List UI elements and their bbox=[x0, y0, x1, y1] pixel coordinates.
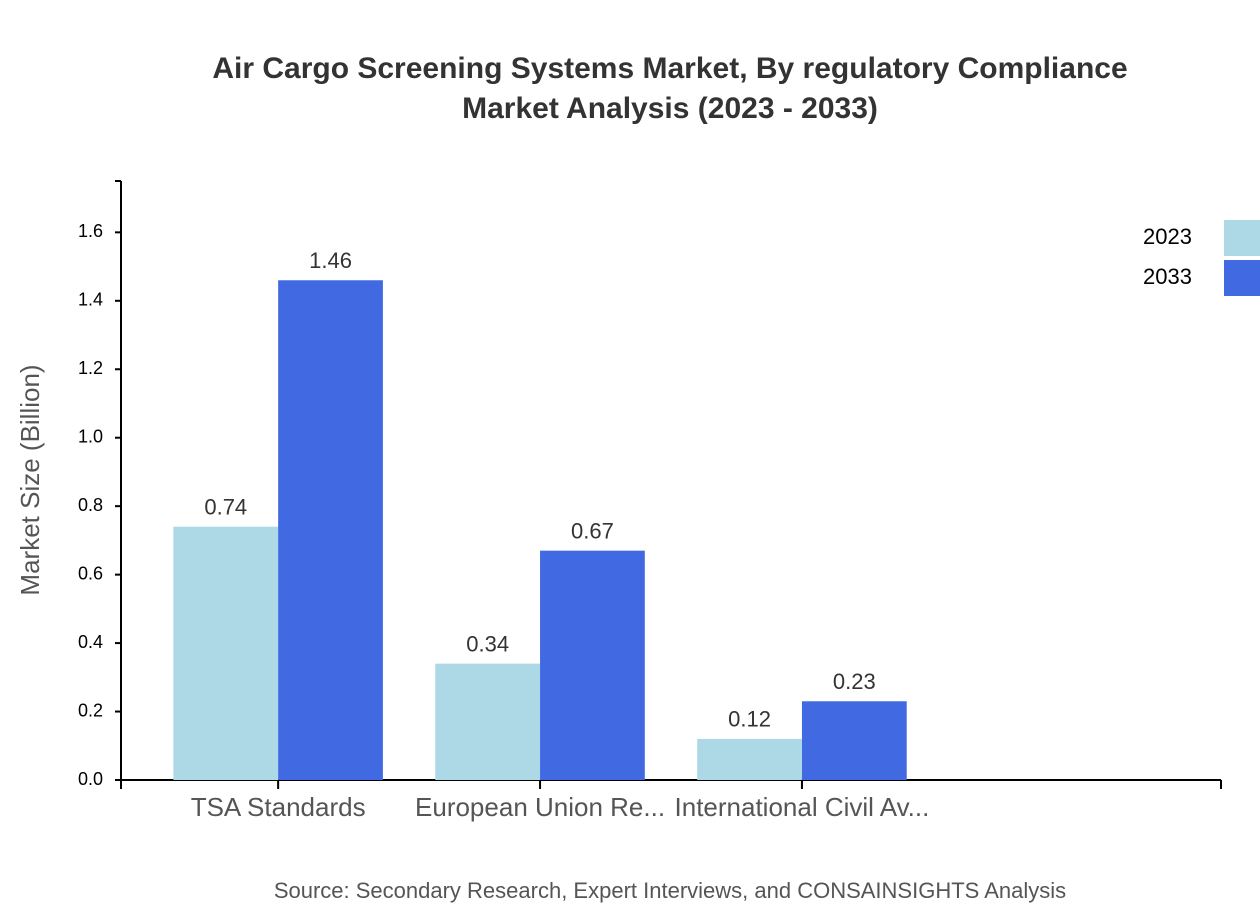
y-axis-label: Market Size (Billion) bbox=[15, 364, 45, 595]
chart-title: Air Cargo Screening Systems Market, By r… bbox=[212, 52, 1127, 85]
bar bbox=[801, 701, 907, 780]
bar bbox=[697, 738, 802, 780]
legend-label: 2033 bbox=[1143, 264, 1192, 289]
y-tick-label: 0.6 bbox=[78, 563, 103, 583]
y-tick-label: 1.2 bbox=[78, 358, 103, 378]
bar bbox=[173, 526, 279, 780]
bar bbox=[540, 550, 645, 780]
value-label: 0.67 bbox=[571, 518, 614, 543]
value-label: 0.74 bbox=[204, 495, 247, 520]
y-tick-label: 0.8 bbox=[78, 495, 103, 515]
y-tick-label: 1.6 bbox=[78, 221, 103, 241]
value-label: 0.23 bbox=[833, 669, 876, 694]
y-tick-label: 0.2 bbox=[78, 700, 103, 720]
x-tick-label: International Civil Av... bbox=[675, 792, 930, 822]
y-tick-label: 1.4 bbox=[78, 290, 103, 310]
value-label: 1.46 bbox=[309, 248, 352, 273]
x-tick-label: TSA Standards bbox=[191, 792, 366, 822]
bar bbox=[435, 663, 541, 780]
legend-swatch bbox=[1224, 220, 1260, 256]
bar bbox=[278, 280, 383, 780]
legend-label: 2023 bbox=[1143, 224, 1192, 249]
source-note: Source: Secondary Research, Expert Inter… bbox=[274, 878, 1066, 903]
chart-title: Market Analysis (2023 - 2033) bbox=[462, 92, 878, 125]
value-label: 0.34 bbox=[466, 631, 509, 656]
y-tick-label: 0.4 bbox=[78, 632, 103, 652]
legend-swatch bbox=[1224, 260, 1260, 296]
y-tick-label: 1.0 bbox=[78, 426, 103, 446]
y-tick-label: 0.0 bbox=[78, 769, 103, 789]
value-label: 0.12 bbox=[728, 707, 771, 732]
x-tick-label: European Union Re... bbox=[415, 792, 665, 822]
